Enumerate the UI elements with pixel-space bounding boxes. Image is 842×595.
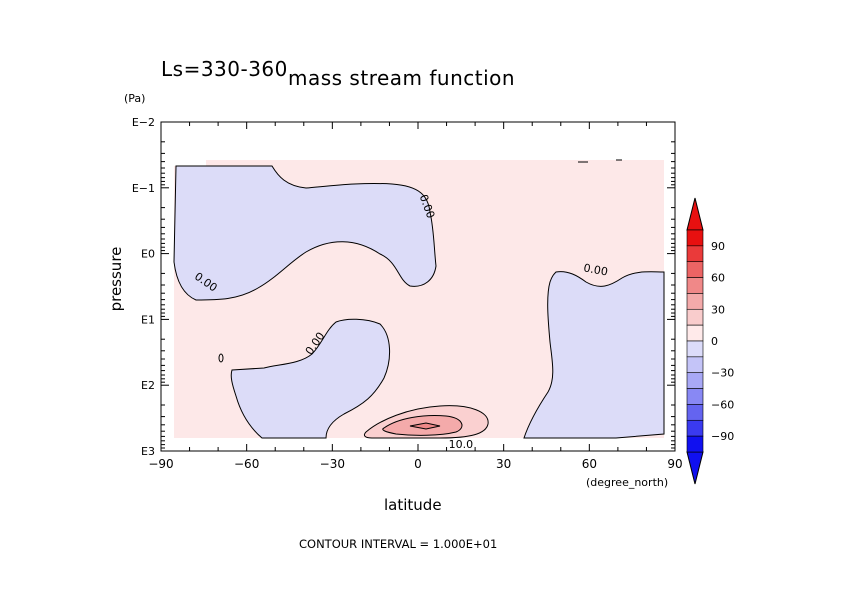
colorbar-label: 0 [711,335,718,348]
no-data-top-right [578,159,622,163]
y-axis-unit: (Pa) [124,92,146,105]
colorbar-swatch [686,308,704,326]
colorbar-swatch [686,245,704,263]
colorbar-swatch [686,419,704,437]
positive-cell-core [409,422,441,430]
x-tick-label: 30 [496,457,511,471]
y-tick-label: E0 [141,248,155,261]
colorbar-label: 60 [711,272,725,285]
x-tick-label: −60 [234,457,259,471]
contour-interval-note: CONTOUR INTERVAL = 1.000E+01 [299,537,498,551]
colorbar-swatch [686,293,704,310]
chart-title: mass stream function [288,66,516,90]
colorbar-label: −30 [711,367,734,380]
contour-label: 0.00 [582,261,608,278]
x-tick-label: −90 [148,457,173,471]
y-tick-label: E1 [141,313,155,326]
small-contour [218,353,224,363]
y-tick-label: E2 [141,379,155,392]
x-tick-label: 60 [582,457,597,471]
colorbar-label: 30 [711,303,725,316]
y-axis-ticks: E−2 E−1 E0 E1 E2 E3 [132,116,675,458]
colorbar-swatch [686,340,704,358]
subtitle: Ls=330-360 [161,57,288,81]
x-axis-label: latitude [384,496,442,514]
colorbar-label: 90 [711,240,725,253]
colorbar-swatch [686,229,704,247]
colorbar-swatch [686,277,704,294]
negative-region-lower-left [230,318,390,439]
x-axis-ticks: −90 −60 −30 0 30 60 90 [148,122,683,471]
colorbar-swatch [686,404,704,421]
y-tick-label: E3 [141,445,155,458]
x-tick-label: −30 [320,457,345,471]
colorbar-min-arrow [686,451,704,485]
contour-label: 10.0 [449,438,474,451]
x-tick-label: 0 [414,457,422,471]
negative-region-right [523,271,665,439]
colorbar: 90 60 30 0 −30 −60 −90 [686,197,734,485]
colorbar-label: −60 [711,398,734,411]
colorbar-swatch [686,388,704,405]
colorbar-swatch [686,324,704,342]
y-tick-label: E−1 [132,182,155,195]
x-tick-label: 90 [667,457,682,471]
colorbar-swatch [686,356,704,374]
x-axis-unit: (degree_north) [586,476,669,489]
no-data-region [174,160,206,166]
colorbar-label: −90 [711,430,734,443]
colorbar-max-arrow [686,197,704,231]
y-tick-label: E−2 [132,116,155,129]
colorbar-swatch [686,261,704,278]
negative-region-upper-left [173,165,437,301]
colorbar-swatch [686,372,704,389]
colorbar-swatch [686,435,704,453]
